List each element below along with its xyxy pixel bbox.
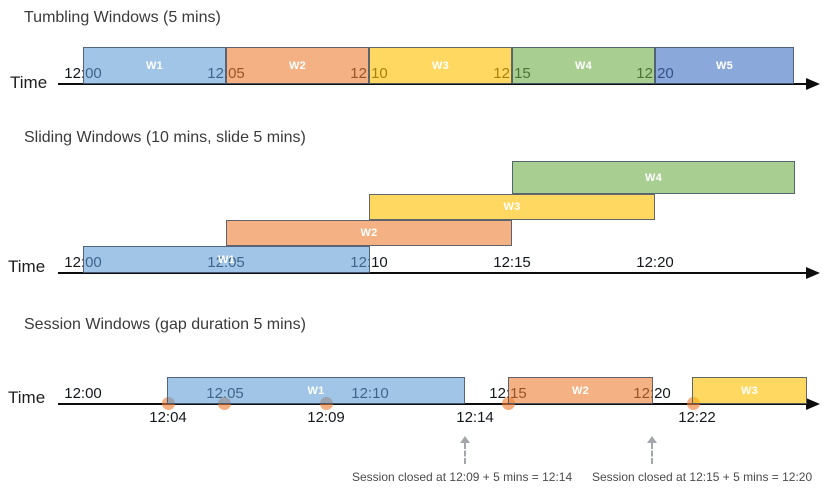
session-event-label-1214: 12:14 — [456, 409, 494, 426]
tumbling-time-axis-label: Time — [10, 73, 48, 92]
tumbling-window-w4: W4 — [512, 47, 655, 84]
tumbling-timeline — [58, 83, 808, 85]
session-event-label-1209: 12:09 — [307, 409, 345, 426]
session-closed-annotation-1: Session closed at 12:09 + 5 mins = 12:14 — [352, 470, 573, 484]
window-label: W5 — [715, 59, 734, 72]
session-section-title: Session Windows (gap duration 5 mins) — [24, 316, 306, 333]
tumbling-window-w5: W5 — [655, 47, 794, 84]
tumbling-window-w3: W3 — [369, 47, 512, 84]
window-label: W2 — [571, 384, 590, 397]
session-timeline — [58, 403, 808, 405]
window-label: W3 — [740, 384, 759, 397]
sliding-timeline-arrowhead-icon — [806, 267, 820, 279]
session-event-label-1204: 12:04 — [149, 409, 187, 426]
window-label: W4 — [574, 59, 593, 72]
session-timeline-arrowhead-icon — [806, 398, 820, 410]
window-label: W2 — [288, 59, 307, 72]
tumbling-timeline-arrowhead-icon — [806, 78, 820, 90]
tumbling-window-w1: W1 — [83, 47, 226, 84]
tumbling-window-w2: W2 — [226, 47, 369, 84]
window-label: W2 — [360, 227, 378, 239]
window-label: W1 — [307, 384, 325, 397]
sliding-time-axis-label: Time — [8, 257, 46, 276]
window-label: W4 — [644, 171, 663, 184]
sliding-window-w2: W2 — [226, 220, 512, 246]
window-label: W3 — [431, 59, 450, 72]
session-event-label-1222: 12:22 — [678, 409, 716, 426]
callout-arrow-up-icon — [460, 436, 470, 443]
tumbling-section-title: Tumbling Windows (5 mins) — [24, 9, 221, 26]
session-closed-annotation-2: Session closed at 12:15 + 5 mins = 12:20 — [592, 470, 813, 484]
window-label: W3 — [503, 201, 521, 213]
session-time-axis-label: Time — [8, 388, 46, 407]
session-window-w3: W3 — [692, 377, 807, 404]
sliding-tick-1220: 12:20 — [636, 254, 674, 271]
callout-arrow-up-icon — [647, 436, 657, 443]
callout-arrow-line — [464, 443, 466, 464]
sliding-timeline — [58, 272, 808, 274]
sliding-window-w3: W3 — [369, 194, 655, 220]
callout-arrow-line — [651, 443, 653, 464]
sliding-tick-1215: 12:15 — [493, 254, 531, 271]
window-label: W1 — [217, 253, 236, 266]
session-window-w1: W1 — [167, 377, 465, 404]
window-label: W1 — [145, 59, 164, 72]
sliding-window-w4: W4 — [512, 161, 795, 194]
session-window-w2: W2 — [508, 377, 653, 404]
sliding-section-title: Sliding Windows (10 mins, slide 5 mins) — [24, 129, 306, 146]
sliding-window-w1: W1 — [83, 246, 370, 273]
session-tick-1200: 12:00 — [64, 385, 102, 402]
